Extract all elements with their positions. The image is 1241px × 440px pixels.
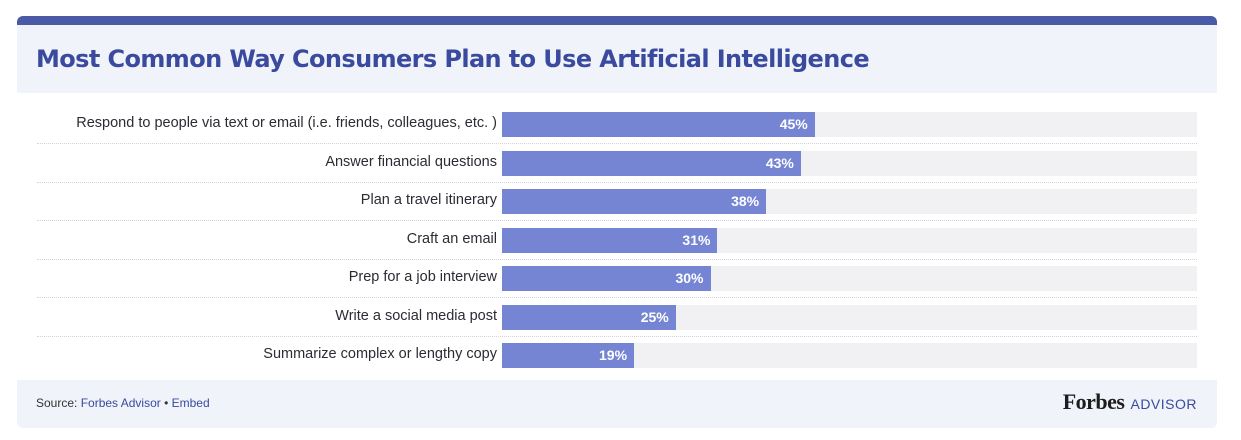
row-divider [37,220,1197,221]
bar [502,112,815,137]
chart-row: Respond to people via text or email (i.e… [17,110,1217,148]
bar [502,227,718,253]
bar [502,266,711,291]
source-line: Source: Forbes Advisor • Embed [36,396,210,410]
source-link[interactable]: Forbes Advisor [80,396,161,410]
value-label: 30% [675,270,704,286]
chart-footer: Source: Forbes Advisor • Embed Forbes ADV… [17,380,1217,428]
value-label: 25% [640,308,669,325]
bar [502,189,767,214]
chart-row: Prep for a job interview 30% [17,264,1217,302]
row-divider [37,335,1197,337]
category-label: Plan a travel itinerary [360,192,497,208]
category-label: Prep for a job interview [348,269,497,285]
value-label: 19% [599,347,628,363]
brand-main: Forbes [1062,389,1125,414]
forbes-advisor-logo: Forbes ADVISOR [1063,390,1197,417]
value-label: 43% [765,154,794,171]
value-label: 45% [779,116,808,132]
brand-sub: ADVISOR [1130,396,1197,412]
row-divider [37,143,1197,144]
chart-header: Most Common Way Consumers Plan to Use Ar… [17,25,1217,93]
row-divider [37,297,1197,298]
bar [502,304,676,330]
value-label: 31% [682,231,711,248]
chart-row: Craft an email 31% [17,226,1217,264]
chart-title: Most Common Way Consumers Plan to Use Ar… [36,45,870,73]
category-label: Respond to people via text or email (i.e… [76,115,497,131]
source-prefix: Source: [36,396,81,410]
row-divider [37,181,1197,183]
bar [502,343,635,368]
category-label: Answer financial questions [325,153,497,170]
chart-row: Summarize complex or lengthy copy 19% [17,341,1217,379]
value-label: 38% [731,193,760,209]
accent-top-bar [17,16,1217,25]
source-separator: • [160,396,172,410]
chart-card: Most Common Way Consumers Plan to Use Ar… [17,16,1217,428]
row-divider [37,258,1197,260]
chart-row: Plan a travel itinerary 38% [17,187,1217,225]
bar [502,150,801,176]
chart-row: Write a social media post 25% [17,303,1217,341]
category-label: Write a social media post [335,307,497,324]
bar-chart: Respond to people via text or email (i.e… [17,110,1217,380]
chart-row: Answer financial questions 43% [17,149,1217,187]
embed-link[interactable]: Embed [171,396,210,410]
category-label: Craft an email [406,230,497,247]
category-label: Summarize complex or lengthy copy [263,346,497,362]
